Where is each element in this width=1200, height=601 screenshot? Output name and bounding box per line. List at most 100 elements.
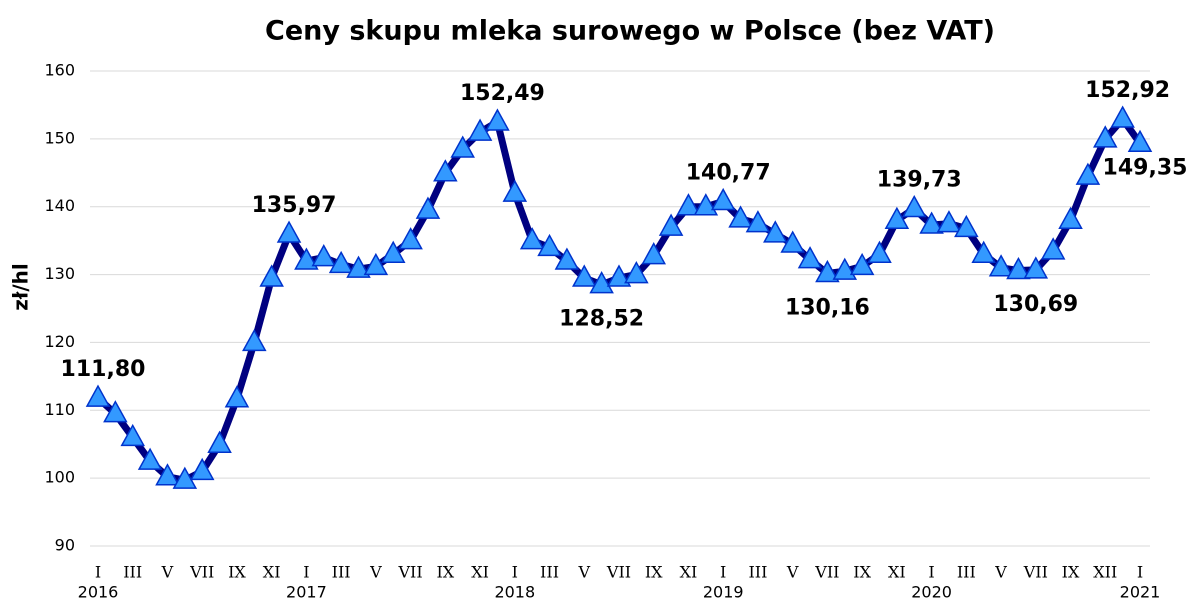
marker: [1075, 162, 1101, 185]
marker: [763, 220, 788, 243]
x-tick-label: IX: [436, 563, 454, 582]
y-tick-label: 130: [44, 264, 75, 283]
x-tick-label: XI: [263, 563, 281, 582]
marker: [745, 210, 771, 233]
marker: [519, 227, 545, 250]
x-tick-label: XII: [1093, 563, 1117, 582]
x-tick-label: VII: [1023, 563, 1048, 582]
x-tick-label: VII: [397, 563, 422, 582]
marker: [832, 257, 858, 280]
marker: [137, 447, 163, 470]
year-label: 2021: [1120, 583, 1161, 601]
y-tick-label: 140: [44, 196, 75, 215]
x-tick-label: VII: [606, 563, 631, 582]
series-line: [95, 115, 1143, 484]
marker: [433, 159, 458, 182]
chart-title: Ceny skupu mleka surowego w Polsce (bez …: [265, 16, 995, 47]
marker: [1127, 129, 1153, 153]
x-tick-label: I: [512, 563, 518, 582]
marker: [676, 193, 701, 216]
marker: [658, 213, 684, 236]
data-label: 152,92: [1085, 78, 1170, 103]
marker: [1006, 256, 1031, 280]
marker: [120, 423, 146, 447]
marker: [1040, 237, 1066, 260]
year-label: 2020: [911, 583, 952, 601]
marker: [728, 205, 753, 228]
x-tick-label: V: [369, 563, 382, 582]
marker: [502, 179, 528, 202]
y-axis-label: zł/hl: [9, 263, 33, 310]
marker: [571, 264, 597, 287]
marker: [311, 244, 337, 267]
marker: [380, 240, 406, 263]
marker: [971, 240, 996, 263]
y-tick-label: 90: [55, 536, 75, 555]
x-tick-label: I: [303, 563, 309, 582]
marker: [589, 271, 614, 294]
marker: [485, 108, 510, 131]
marker: [294, 247, 319, 270]
marker: [189, 457, 215, 481]
x-tick-label: I: [1137, 563, 1143, 582]
marker: [363, 252, 389, 276]
x-tick-label: I: [95, 563, 101, 582]
marker: [207, 430, 232, 453]
marker: [346, 255, 371, 278]
x-tick-label: III: [957, 563, 976, 582]
marker: [1023, 256, 1049, 279]
x-tick-label: IX: [228, 563, 246, 582]
year-label: 2019: [703, 583, 744, 601]
x-tick-label: III: [540, 563, 559, 582]
x-tick-label: IX: [853, 563, 871, 582]
x-tick-label: III: [123, 563, 142, 582]
y-tick-label: 120: [44, 332, 75, 351]
x-tick-label: III: [332, 563, 351, 582]
y-tick-label: 100: [44, 468, 75, 487]
marker: [328, 250, 354, 274]
data-label: 149,35: [1103, 155, 1188, 180]
x-tick-label: VII: [189, 563, 214, 582]
x-tick-label: I: [928, 563, 934, 582]
marker: [103, 400, 128, 423]
marker: [1093, 125, 1118, 148]
x-tick-label: V: [161, 563, 174, 582]
marker: [85, 384, 111, 407]
marker: [554, 247, 580, 270]
x-tick-label: V: [577, 563, 590, 582]
x-tick-label: V: [994, 563, 1007, 582]
marker: [450, 135, 475, 158]
marker: [624, 261, 649, 284]
x-tick-label: IX: [1062, 563, 1080, 582]
y-tick-label: 150: [44, 128, 75, 147]
marker: [780, 230, 805, 253]
marker: [415, 196, 441, 219]
marker: [1058, 206, 1083, 230]
marker: [537, 233, 562, 257]
marker: [901, 194, 927, 218]
marker: [815, 259, 840, 283]
x-tick-label: XI: [888, 563, 906, 582]
marker: [884, 206, 910, 230]
marker: [606, 264, 632, 287]
data-label: 152,49: [460, 81, 545, 106]
year-label: 2016: [78, 583, 119, 601]
data-label: 128,52: [559, 307, 644, 332]
data-label: 139,73: [877, 168, 962, 193]
marker: [988, 254, 1014, 277]
marker: [710, 187, 736, 211]
x-tick-label: III: [748, 563, 767, 582]
y-tick-label: 160: [44, 61, 75, 80]
marker: [641, 242, 667, 265]
data-label: 130,16: [785, 295, 870, 320]
marker: [276, 220, 302, 243]
marker: [936, 210, 962, 233]
marker: [398, 227, 423, 250]
marker: [867, 240, 892, 263]
year-label: 2017: [286, 583, 327, 601]
x-tick-label: I: [720, 563, 726, 582]
data-label: 135,97: [252, 193, 337, 218]
marker: [259, 264, 284, 287]
x-tick-label: V: [786, 563, 799, 582]
